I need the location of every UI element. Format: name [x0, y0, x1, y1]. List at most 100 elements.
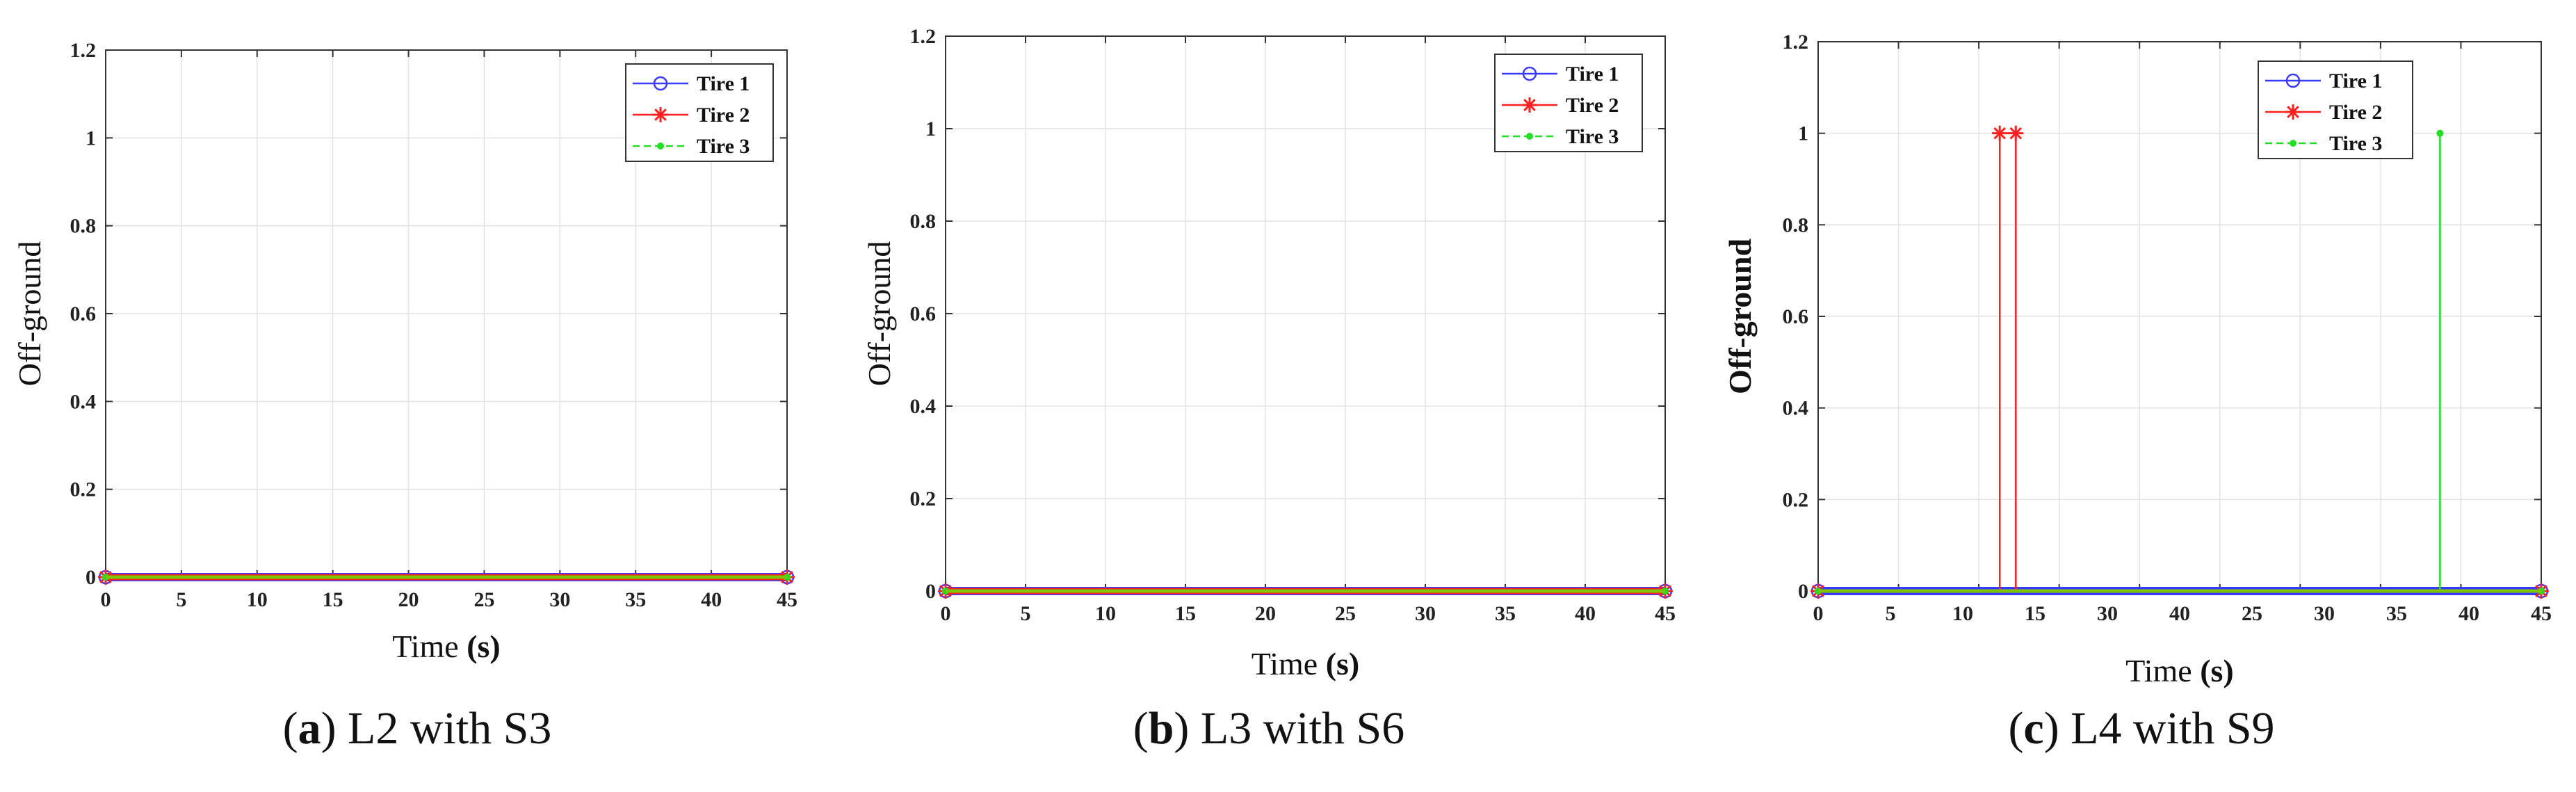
- caption-c-label: c: [2023, 703, 2044, 754]
- x-tick-label: 45: [1655, 602, 1676, 625]
- x-tick-label: 45: [2531, 602, 2552, 625]
- y-tick-label: 1.2: [70, 39, 97, 62]
- x-axis-label-unit: (s): [467, 629, 501, 664]
- x-tick-label: 40: [701, 588, 722, 611]
- x-tick-label: 5: [1021, 602, 1031, 625]
- caption-b-label: b: [1148, 703, 1174, 754]
- x-tick-label: 5: [176, 588, 186, 611]
- y-tick-label: 1.2: [910, 25, 937, 48]
- y-tick-label: 1: [1798, 122, 1808, 145]
- legend-marker: [1522, 66, 1537, 81]
- x-axis-label: Time (s): [392, 629, 501, 664]
- x-tick-label: 15: [2025, 602, 2046, 625]
- y-tick-label: 0.4: [910, 395, 937, 418]
- y-tick-label: 0: [925, 580, 936, 603]
- caption-a-text: L2 with S3: [348, 703, 552, 754]
- legend-label: Tire 1: [2329, 70, 2382, 92]
- y-tick-label: 0.8: [1783, 213, 1809, 236]
- legend-label: Tire 3: [2329, 132, 2382, 155]
- series-group: [1811, 125, 2549, 599]
- x-tick-label: 30: [1415, 602, 1436, 625]
- y-tick-label: 1.2: [1783, 31, 1809, 54]
- chart-a-svg: 0 5 10 15 20 25 30 35 40 45 0 0.2 0.4 0.6 0.8 1 1.2 Time …: [12, 39, 797, 664]
- x-axis-label-unit: (s): [1326, 646, 1360, 681]
- legend-marker-stroke: [654, 108, 667, 121]
- y-tick-label: 0.6: [910, 302, 937, 325]
- x-tick-label: 35: [1495, 602, 1516, 625]
- legend: Tire 1 Tire 2 Tire 3: [625, 63, 774, 162]
- x-tick-label: 20: [1255, 602, 1276, 625]
- caption-c-text: L4 with S9: [2071, 703, 2275, 754]
- x-axis-label-text: Time: [2125, 653, 2200, 688]
- x-tick-label: 40: [2169, 602, 2190, 625]
- y-tick-label: 0.2: [1783, 488, 1809, 511]
- x-tick-label: 10: [247, 588, 268, 611]
- legend: Tire 1 Tire 2 Tire 3: [1494, 54, 1643, 152]
- x-tick-label: 0: [101, 588, 111, 611]
- series-marker-peak-stroke: [1993, 127, 2006, 140]
- y-tick-label: 0.4: [70, 390, 97, 413]
- y-tick-label: 0.6: [70, 302, 97, 325]
- x-tick-label: 15: [323, 588, 343, 611]
- legend-label: Tire 3: [697, 135, 750, 158]
- x-tick-label: 35: [2386, 602, 2407, 625]
- caption-b-text: L3 with S6: [1200, 703, 1405, 754]
- legend-box: [2258, 60, 2413, 159]
- x-tick-label: 30: [2314, 602, 2335, 625]
- chart-b-svg: 0 5 10 15 20 25 30 35 40 45 0 0.2 0.4 0.6 0.8 1 1.2 Time …: [861, 25, 1676, 681]
- legend-marker: [653, 107, 668, 122]
- y-axis-label: Off-ground: [12, 241, 47, 387]
- x-tick-label: 35: [625, 588, 646, 611]
- legend-marker: [657, 143, 664, 149]
- y-tick-label: 0.8: [70, 215, 97, 238]
- panel-c: 0 5 10 15 30 40 25 30 35 40 45 0 0.2 0.4 0.6 0.8 1 1.2 Tim…: [1717, 0, 2576, 792]
- series-marker-peak: [2008, 125, 2024, 141]
- caption-a-label: a: [298, 703, 321, 754]
- legend-marker: [1522, 97, 1537, 113]
- legend-label: Tire 1: [697, 72, 750, 95]
- legend-label: Tire 2: [697, 104, 750, 127]
- x-tick-label: 0: [1813, 602, 1824, 625]
- x-tick-label: 30: [2097, 602, 2118, 625]
- legend-marker: [1526, 133, 1533, 140]
- legend-label: Tire 2: [1566, 94, 1619, 117]
- y-tick-label: 0.4: [1783, 397, 1809, 420]
- legend-marker: [653, 76, 668, 91]
- x-tick-label: 25: [473, 588, 494, 611]
- series-marker-peak: [2436, 129, 2444, 137]
- y-tick-label: 1: [925, 118, 936, 140]
- x-axis-label-text: Time: [392, 629, 467, 664]
- caption-a: (a) L2 with S3: [282, 703, 552, 754]
- y-tick-label: 0: [86, 566, 96, 589]
- x-tick-label: 15: [1175, 602, 1196, 625]
- chart-c-svg: 0 5 10 15 30 40 25 30 35 40 45 0 0.2 0.4 0.6 0.8 1 1.2 Tim…: [1722, 31, 2552, 688]
- y-axis-label: Off-ground: [861, 241, 897, 387]
- y-axis-label: Off-ground: [1722, 239, 1758, 394]
- legend-marker-stroke: [1523, 99, 1536, 111]
- x-tick-label: 30: [549, 588, 570, 611]
- x-tick-label: 45: [777, 588, 797, 611]
- x-tick-label: 20: [398, 588, 419, 611]
- x-axis-label: Time (s): [1251, 646, 1360, 681]
- legend-box: [625, 63, 774, 162]
- x-tick-label: 25: [2242, 602, 2262, 625]
- y-tick-label: 0.6: [1783, 305, 1809, 328]
- legend-label: Tire 1: [1566, 63, 1619, 86]
- x-axis-label-unit: (s): [2200, 653, 2234, 688]
- caption-c: (c) L4 with S9: [2008, 703, 2275, 754]
- caption-b: (b) L3 with S6: [1133, 703, 1405, 754]
- series-group: [98, 569, 795, 585]
- x-tick-label: 10: [1095, 602, 1116, 625]
- legend-marker: [2290, 140, 2296, 147]
- legend-marker-stroke: [2287, 106, 2299, 118]
- x-tick-label: 25: [1335, 602, 1356, 625]
- panel-a: 0 5 10 15 20 25 30 35 40 45 0 0.2 0.4 0.6 0.8 1 1.2 Time …: [0, 0, 859, 792]
- x-tick-label: 40: [2458, 602, 2479, 625]
- y-tick-label: 1: [86, 127, 96, 149]
- x-tick-label: 10: [1952, 602, 1973, 625]
- series-marker-peak-stroke: [2009, 127, 2023, 140]
- legend-box: [1494, 54, 1643, 152]
- x-axis-label: Time (s): [2125, 653, 2234, 688]
- y-tick-label: 0.8: [910, 210, 937, 233]
